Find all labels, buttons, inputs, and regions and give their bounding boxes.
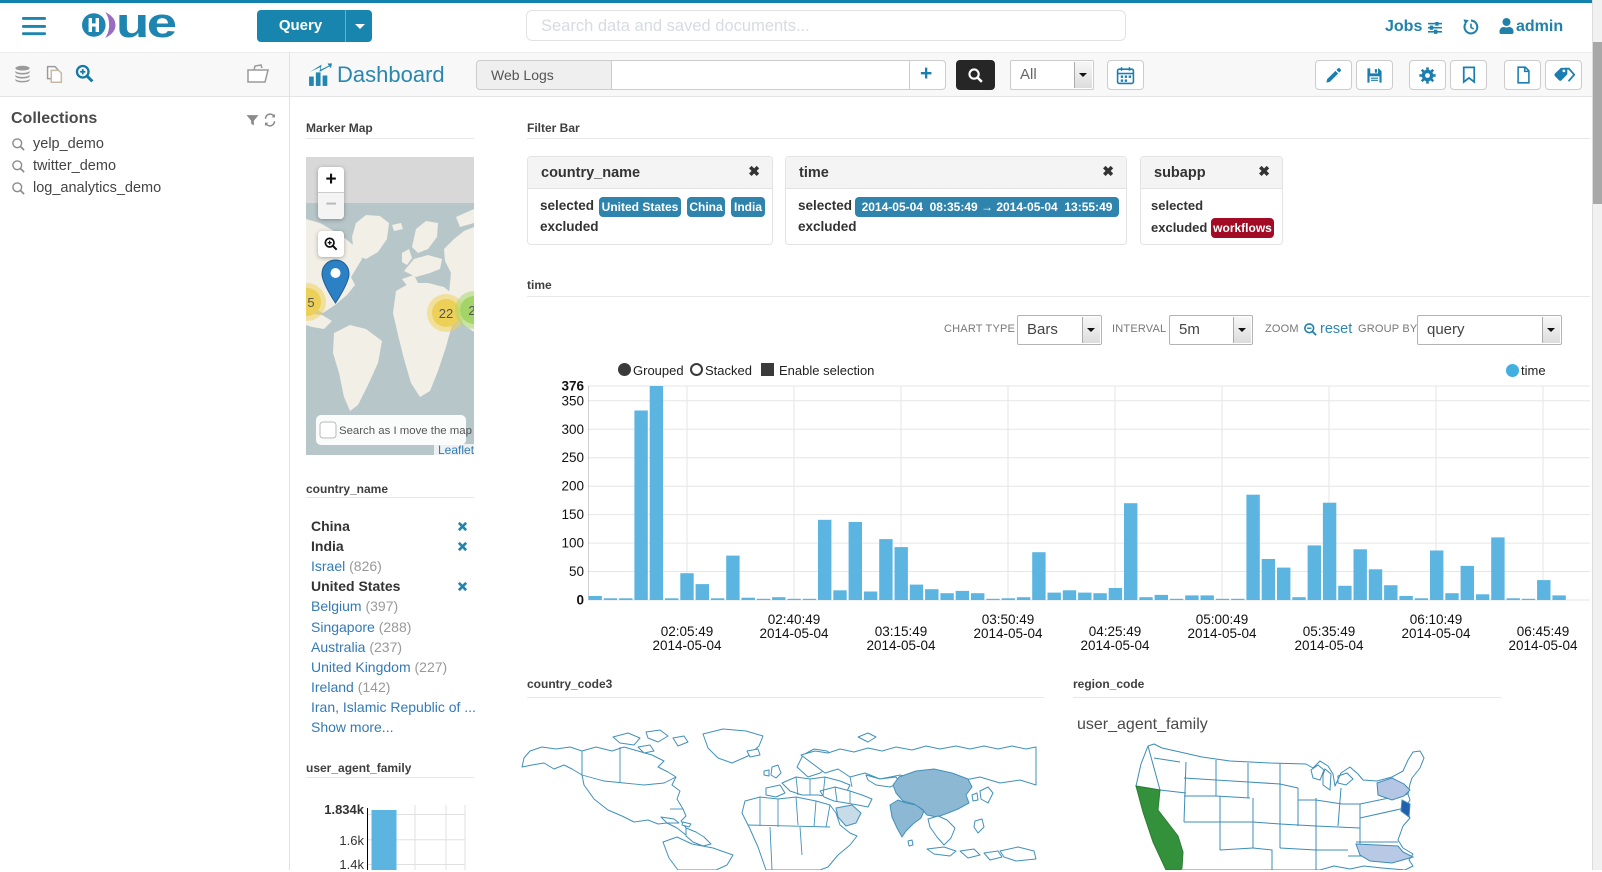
svg-text:2014-05-04: 2014-05-04 — [1187, 626, 1257, 641]
svg-text:05:00:49: 05:00:49 — [1196, 612, 1249, 627]
svg-text:2014-05-04: 2014-05-04 — [866, 638, 936, 653]
svg-text:2014-05-04: 2014-05-04 — [973, 626, 1043, 641]
svg-text:2014-05-04: 2014-05-04 — [1401, 626, 1471, 641]
svg-text:03:50:49: 03:50:49 — [982, 612, 1035, 627]
svg-text:350: 350 — [561, 393, 584, 408]
svg-text:2: 2 — [468, 303, 474, 318]
svg-text:2014-05-04: 2014-05-04 — [759, 626, 829, 641]
svg-text:02:40:49: 02:40:49 — [768, 612, 821, 627]
svg-text:22: 22 — [439, 306, 453, 321]
svg-text:0: 0 — [576, 593, 584, 608]
svg-text:Leaflet: Leaflet — [438, 443, 474, 455]
svg-text:05:35:49: 05:35:49 — [1303, 624, 1356, 639]
svg-text:100: 100 — [561, 536, 584, 551]
svg-text:5: 5 — [307, 295, 314, 310]
svg-text:03:15:49: 03:15:49 — [875, 624, 928, 639]
svg-text:ue: ue — [116, 10, 176, 44]
svg-text:2014-05-04: 2014-05-04 — [1294, 638, 1364, 653]
svg-text:2014-05-04: 2014-05-04 — [652, 638, 722, 653]
svg-text:300: 300 — [561, 422, 584, 437]
svg-text:02:05:49: 02:05:49 — [661, 624, 714, 639]
svg-text:2014-05-04: 2014-05-04 — [1080, 638, 1150, 653]
svg-text:376: 376 — [561, 380, 584, 394]
svg-text:06:45:49: 06:45:49 — [1517, 624, 1570, 639]
svg-text:Search as I move the map: Search as I move the map — [339, 425, 472, 437]
svg-text:06:10:49: 06:10:49 — [1410, 612, 1463, 627]
svg-text:200: 200 — [561, 479, 584, 494]
svg-text:2014-05-04: 2014-05-04 — [1508, 638, 1578, 653]
svg-text:250: 250 — [561, 450, 584, 465]
svg-text:04:25:49: 04:25:49 — [1089, 624, 1142, 639]
svg-text:50: 50 — [569, 564, 584, 579]
svg-text:150: 150 — [561, 507, 584, 522]
